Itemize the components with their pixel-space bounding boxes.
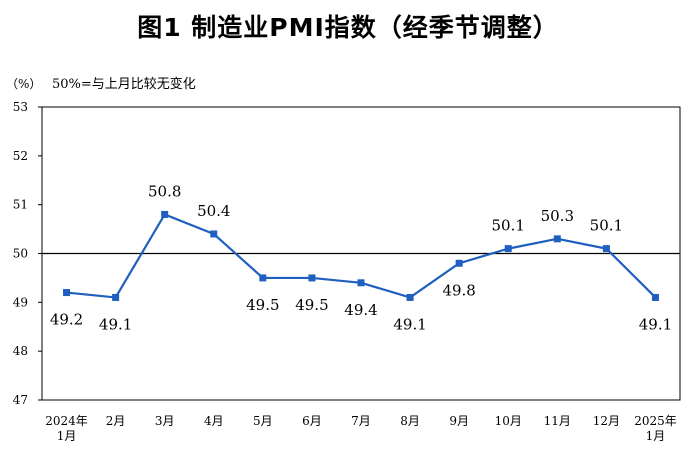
data-label: 49.5	[295, 296, 328, 314]
data-point	[553, 235, 561, 243]
plot-axes	[38, 106, 681, 401]
y-tick-labels: 47 48 49 50 51 52 53	[13, 100, 28, 407]
reference-note: 50%=与上月比较无变化	[52, 77, 196, 92]
x-tick-label: 8月	[400, 414, 420, 428]
x-tick-label: 11月	[544, 414, 571, 428]
data-point	[602, 245, 610, 253]
x-tick-label: 9月	[449, 414, 469, 428]
series-pmi	[63, 210, 659, 301]
y-tick-label: 50	[13, 247, 28, 261]
x-tick-label: 7月	[351, 414, 371, 428]
x-tick-label: 6月	[302, 414, 322, 428]
data-label: 49.8	[442, 281, 475, 299]
y-axis-unit: （%）	[6, 77, 42, 91]
data-label: 50.8	[148, 182, 181, 200]
data-label: 50.1	[492, 217, 525, 235]
data-point	[63, 289, 71, 297]
data-label: 49.5	[246, 296, 279, 314]
data-label: 50.4	[197, 202, 230, 220]
y-tick-label: 47	[13, 393, 28, 407]
y-tick-label: 53	[13, 100, 28, 114]
data-point	[210, 230, 218, 238]
y-tick-label: 48	[13, 344, 28, 358]
data-point	[112, 293, 120, 301]
data-label: 49.1	[639, 315, 672, 333]
data-label: 49.1	[99, 315, 132, 333]
x-tick-label: 12月	[593, 414, 620, 428]
data-point	[308, 274, 316, 282]
x-tick-label: 3月	[155, 414, 175, 428]
x-tick-label: 10月	[495, 414, 522, 428]
data-point	[651, 293, 659, 301]
y-tick-label: 49	[13, 295, 28, 309]
y-tick-label: 52	[13, 149, 28, 163]
y-tick-label: 51	[13, 198, 28, 212]
data-point	[161, 210, 169, 218]
data-point	[455, 259, 463, 267]
data-label: 49.1	[393, 315, 426, 333]
x-tick-label: 2025年 1月	[634, 414, 677, 443]
x-tick-label: 2024年 1月	[45, 414, 88, 443]
x-tick-label: 4月	[204, 414, 224, 428]
data-label: 50.3	[541, 207, 574, 225]
data-point	[259, 274, 267, 282]
data-point	[504, 245, 512, 253]
x-tick-label: 5月	[253, 414, 273, 428]
data-labels: 49.2 49.1 50.8 50.4 49.5 49.5 49.4 49.1 49.8 50.1…	[50, 182, 672, 333]
chart-title: 图1 制造业PMI指数（经季节调整）	[137, 13, 559, 42]
data-label: 49.4	[344, 301, 377, 319]
data-label: 50.1	[590, 217, 623, 235]
data-point	[406, 293, 414, 301]
data-point	[357, 279, 365, 287]
x-tick-label: 2月	[106, 414, 126, 428]
x-tick-labels: 2024年 1月 2月 3月 4月 5月 6月 7月 8月 9月 10月 11月 12月 2025年 1月	[45, 414, 676, 443]
data-label: 49.2	[50, 311, 83, 329]
